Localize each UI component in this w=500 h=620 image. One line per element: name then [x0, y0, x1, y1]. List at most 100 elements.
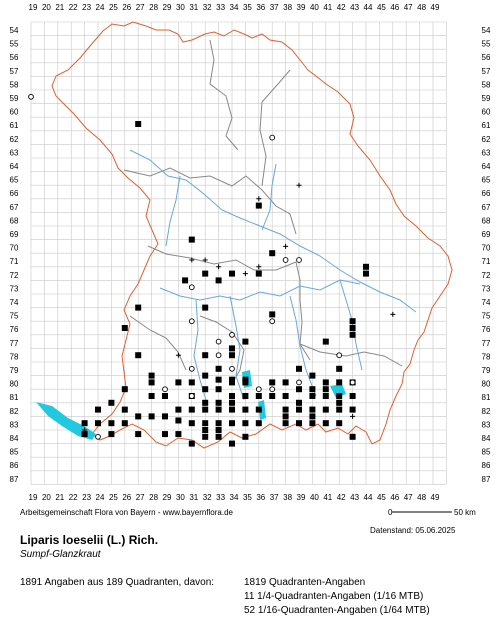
common-name: Sumpf-Glanzkraut	[20, 549, 101, 560]
occurrence-circle	[255, 386, 262, 393]
occurrence-square	[202, 304, 209, 311]
occurrence-circle	[282, 257, 289, 263]
y-label-right: 80	[482, 380, 491, 389]
occurrence-circle	[269, 134, 276, 141]
occurrence-plus	[350, 413, 356, 419]
occurrence-square	[336, 393, 343, 399]
occurrence-square	[188, 236, 195, 243]
occurrence-square	[229, 393, 235, 399]
y-label-left: 87	[10, 475, 19, 484]
occurrence-square	[135, 121, 142, 127]
occurrence-square	[215, 406, 222, 413]
occurrence-square	[309, 386, 316, 393]
occurrence-square	[81, 431, 88, 438]
y-label-right: 61	[482, 121, 491, 130]
stats-quadrants: 1819 Quadranten-Angaben	[244, 577, 366, 588]
occurrence-square	[121, 420, 128, 427]
x-label-top: 29	[163, 3, 172, 12]
occurrence-square	[202, 372, 209, 379]
y-label-left: 83	[10, 420, 19, 429]
x-label-top: 46	[390, 3, 399, 12]
x-label-top: 37	[270, 3, 279, 12]
y-label-right: 83	[482, 420, 491, 429]
x-label-bottom: 27	[136, 493, 145, 502]
x-label-bottom: 32	[203, 493, 212, 502]
occurrence-circle	[188, 318, 195, 325]
rivers	[129, 149, 417, 401]
x-label-bottom: 49	[431, 493, 440, 502]
x-label-top: 42	[337, 3, 346, 12]
occurrence-square	[202, 399, 209, 406]
y-label-left: 74	[10, 298, 19, 307]
x-label-top: 35	[243, 3, 252, 12]
occurrence-square	[229, 270, 235, 277]
occurrence-square	[162, 393, 168, 399]
occurrence-square	[188, 406, 195, 413]
x-label-top: 47	[404, 3, 413, 12]
occurrence-square	[336, 399, 343, 406]
scale-end-label: 50 km	[454, 508, 476, 517]
occurrence-plus	[256, 264, 262, 270]
occurrence-square	[182, 277, 189, 284]
y-label-right: 68	[482, 216, 491, 225]
y-label-left: 54	[10, 26, 19, 35]
x-label-top: 23	[82, 3, 91, 12]
y-label-right: 59	[482, 94, 491, 103]
y-label-right: 81	[482, 393, 491, 402]
y-label-left: 78	[10, 352, 19, 361]
occurrence-square	[269, 379, 276, 386]
x-label-bottom: 39	[297, 493, 306, 502]
occurrence-square	[202, 270, 209, 277]
y-label-right: 66	[482, 189, 491, 198]
y-label-left: 71	[10, 257, 19, 266]
occurrence-square	[336, 379, 343, 386]
occurrence-square	[135, 431, 142, 438]
x-label-top: 25	[109, 3, 118, 12]
y-label-right: 55	[482, 40, 491, 49]
occurrence-circle	[162, 386, 168, 393]
occurrence-square	[121, 406, 128, 413]
y-label-left: 76	[10, 325, 19, 334]
y-label-right: 57	[482, 67, 491, 76]
credit-text: Arbeitsgemeinschaft Flora von Bayern - w…	[20, 508, 233, 517]
y-label-right: 87	[482, 475, 491, 484]
y-label-left: 62	[10, 135, 19, 144]
occurrence-circle	[188, 365, 195, 372]
x-label-bottom: 33	[216, 493, 225, 502]
y-label-left: 81	[10, 393, 19, 402]
occurrence-square	[148, 393, 155, 399]
x-label-top: 40	[310, 3, 319, 12]
occurrence-square	[229, 352, 235, 359]
x-label-bottom: 29	[163, 493, 172, 502]
occurrence-square	[242, 338, 249, 345]
occurrence-circle	[188, 284, 195, 291]
x-label-bottom: 41	[323, 493, 332, 502]
y-label-right: 71	[482, 257, 491, 266]
x-label-top: 43	[350, 3, 359, 12]
x-label-bottom: 24	[96, 493, 105, 502]
occurrence-square	[322, 406, 329, 413]
x-label-top: 19	[29, 3, 38, 12]
y-label-left: 60	[10, 108, 19, 117]
occurrence-plus	[256, 196, 262, 202]
x-label-top: 33	[216, 3, 225, 12]
x-label-bottom: 31	[189, 493, 198, 502]
occurrence-square	[215, 420, 222, 427]
occurrence-square	[229, 399, 235, 406]
x-label-top: 38	[283, 3, 292, 12]
x-label-top: 34	[230, 3, 239, 12]
occurrence-square	[188, 420, 195, 427]
y-label-left: 66	[10, 189, 19, 198]
y-label-right: 63	[482, 148, 491, 157]
occurrence-square	[282, 413, 289, 420]
occurrence-plus	[175, 352, 181, 358]
occurrence-plus	[296, 182, 302, 188]
y-label-left: 68	[10, 216, 19, 225]
occurrence-plus	[202, 257, 208, 263]
occurrence-square	[255, 393, 262, 399]
x-label-bottom: 42	[337, 493, 346, 502]
occurrence-square	[175, 417, 182, 424]
y-label-left: 86	[10, 461, 19, 470]
x-label-bottom: 38	[283, 493, 292, 502]
